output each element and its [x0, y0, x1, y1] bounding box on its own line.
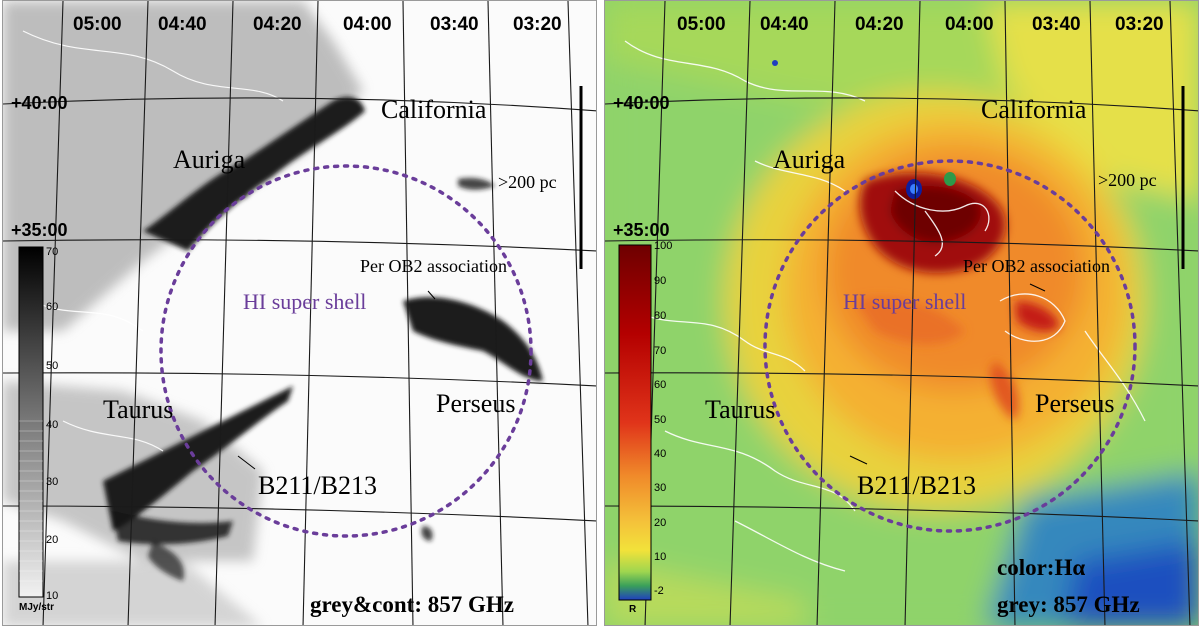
colorbar-tick: 100	[654, 240, 673, 252]
dec-tick: +40:00	[613, 93, 670, 113]
colorbar-tick: 50	[654, 414, 667, 426]
label-hi-super-shell: HI super shell	[843, 289, 967, 314]
ra-tick: 04:00	[945, 14, 994, 35]
label-perseus: Perseus	[1035, 389, 1115, 418]
map-caption-line1: color:Hα	[997, 555, 1086, 580]
colorbar-tick: 20	[46, 534, 59, 546]
label-taurus: Taurus	[705, 395, 776, 424]
hi-shell-circle	[159, 164, 533, 538]
halpha-map-panel: 05:00 04:40 04:20 04:00 03:40 03:20 +40:…	[604, 0, 1199, 626]
ra-tick: 04:20	[253, 14, 302, 35]
label-b211-b213: B211/B213	[857, 471, 976, 500]
label-per-ob2: Per OB2 association	[963, 256, 1110, 276]
colorbar-tick: 40	[654, 448, 667, 460]
colorbar	[18, 246, 44, 598]
label-taurus: Taurus	[103, 395, 174, 424]
scale-bar-label: >200 pc	[498, 172, 557, 192]
colorbar-tick: 20	[654, 517, 667, 529]
scale-bar-label: >200 pc	[1098, 170, 1157, 190]
colorbar-tick: 70	[654, 345, 667, 357]
ra-tick: 03:20	[513, 14, 562, 35]
colorbar-unit: MJy/str	[19, 602, 55, 613]
label-hi-super-shell: HI super shell	[243, 289, 367, 314]
label-perseus: Perseus	[436, 389, 516, 418]
label-auriga: Auriga	[773, 145, 846, 174]
grey-857ghz-map-panel: 05:00 04:40 04:20 04:00 03:40 03:20 +40:…	[2, 0, 597, 626]
colorbar-unit: R	[629, 604, 637, 615]
colorbar-tick: 90	[654, 275, 667, 287]
dec-tick: +35:00	[11, 220, 68, 240]
dec-tick: +40:00	[11, 93, 68, 113]
ra-tick: 03:40	[430, 14, 479, 35]
ra-tick: 03:40	[1032, 14, 1081, 35]
ra-tick: 04:40	[158, 14, 207, 35]
colorbar-tick: 60	[46, 301, 59, 313]
ra-tick: 05:00	[677, 14, 726, 35]
ra-tick: 04:00	[343, 14, 392, 35]
colorbar-tick: -2	[654, 585, 664, 597]
dec-tick: +35:00	[613, 220, 670, 240]
colorbar-tick: 10	[46, 590, 59, 602]
label-per-ob2: Per OB2 association	[360, 256, 507, 276]
label-california: California	[981, 95, 1087, 124]
colorbar	[618, 244, 652, 601]
halpha-color-map-image	[605, 1, 1198, 625]
colorbar-tick: 10	[654, 551, 667, 563]
ra-tick: 03:20	[1115, 14, 1164, 35]
colorbar-tick: 30	[654, 482, 667, 494]
label-auriga: Auriga	[173, 145, 246, 174]
grey-dust-map-image	[3, 1, 596, 625]
label-b211-b213: B211/B213	[258, 471, 377, 500]
colorbar-tick: 30	[46, 476, 59, 488]
ra-tick: 05:00	[73, 14, 122, 35]
colorbar-tick: 50	[46, 360, 59, 372]
colorbar-tick: 40	[46, 419, 59, 431]
map-caption-line2: grey: 857 GHz	[997, 592, 1140, 617]
colorbar-tick: 70	[46, 246, 59, 258]
hi-shell-circle	[763, 159, 1137, 533]
map-caption: grey&cont: 857 GHz	[310, 592, 514, 617]
colorbar-tick: 80	[654, 310, 667, 322]
ra-tick: 04:20	[855, 14, 904, 35]
ra-tick: 04:40	[760, 14, 809, 35]
colorbar-tick: 60	[654, 379, 667, 391]
label-california: California	[381, 95, 487, 124]
